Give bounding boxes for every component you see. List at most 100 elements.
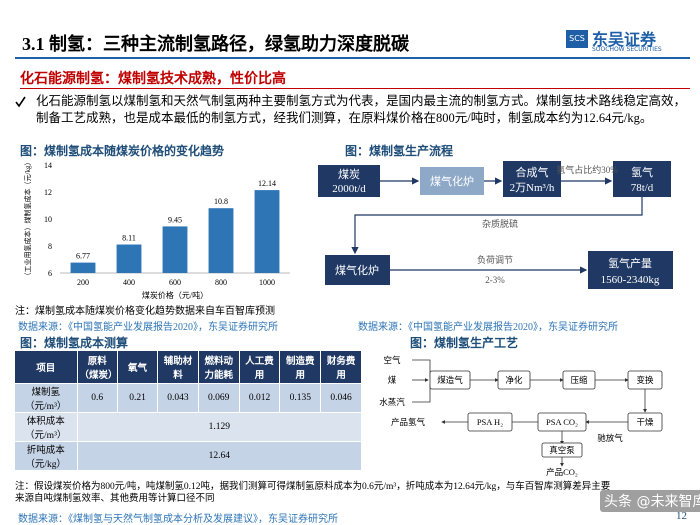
logo-sub: SOOCHOW SECURITIES bbox=[592, 46, 662, 53]
x-tick-label: 800 bbox=[215, 278, 227, 287]
table-note: 注：假设煤炭价格为800元/吨，吨煤制氢0.12吨，据我们测算可得煤制氢原料成本… bbox=[15, 482, 611, 504]
flow-node: 煤气化炉 bbox=[335, 263, 379, 277]
table-cell: 体积成本（元/m³） bbox=[14, 412, 78, 442]
process-box bbox=[541, 442, 583, 458]
process-node: PSA H₂ bbox=[477, 417, 503, 427]
flow-node: 2000t/d bbox=[332, 183, 366, 195]
table-header: 燃料动力能耗 bbox=[197, 350, 240, 384]
table-header: 氧气 bbox=[116, 350, 159, 384]
process-box bbox=[627, 412, 663, 432]
flow-label: 杂质脱硫 bbox=[482, 218, 518, 229]
bullet-text: 化石能源制氢以煤制氢和天然气制氢两种主要制氢方式为代表，是国内最主流的制氢方式。… bbox=[36, 94, 687, 125]
process-node: 驰放气 bbox=[597, 433, 623, 443]
header-rule bbox=[15, 57, 690, 59]
bar bbox=[70, 262, 96, 273]
bar bbox=[162, 226, 188, 273]
chart: 6 8 10 12 14 （工业用氢成本）煤制氢成本（元/kg） 煤炭价格（元/吨） 200 6… bbox=[23, 159, 290, 300]
process-node: 水蒸汽 bbox=[379, 397, 405, 407]
data-label: 10.8 bbox=[214, 197, 228, 206]
flow-node: 煤炭 bbox=[338, 168, 360, 181]
figure-title: 图：煤制氢生产工艺 bbox=[410, 336, 519, 350]
x-tick-label: 600 bbox=[169, 278, 181, 287]
data-label: 12.14 bbox=[258, 179, 276, 188]
table-header: 辅助材料 bbox=[157, 350, 199, 384]
process-node: PSA CO₂ bbox=[546, 417, 578, 427]
logo-mark: SCS bbox=[566, 30, 588, 48]
table-header: 财务费用 bbox=[320, 350, 362, 384]
cost-table: 项目 原料（煤炭） 氧气 辅助材料 燃料动力能耗 人工费用 制造费用 财务费用 煤制氢（元/m³… bbox=[14, 350, 362, 471]
process-node: 压缩 bbox=[570, 375, 588, 385]
figure-title: 图：煤制氢成本测算 bbox=[20, 336, 129, 350]
figure-title: 图：煤制氢生产流程 bbox=[345, 144, 454, 158]
chart-note: 注：煤制氢成本随煤炭价格变化趋势数据来自车百智库预测 bbox=[15, 306, 275, 317]
source: 数据来源：《中国氢能产业发展报告2020》，东吴证券研究所 bbox=[358, 322, 618, 333]
y-tick-label: 14 bbox=[44, 161, 52, 170]
x-tick-label: 1000 bbox=[259, 278, 275, 287]
flow-node: 煤气化炉 bbox=[430, 174, 474, 188]
process-box bbox=[467, 412, 513, 432]
table-row: 煤制氢（元/m³） 0.6 0.21 0.043 0.069 0.012 0.135 0.04… bbox=[14, 383, 362, 413]
y-tick-label: 8 bbox=[48, 242, 52, 251]
flow-node: 氢气产量 bbox=[608, 256, 652, 270]
y-tick-label: 10 bbox=[44, 215, 52, 224]
process-box bbox=[562, 370, 596, 390]
bar bbox=[208, 208, 234, 273]
process-node: 空气 bbox=[383, 355, 401, 365]
check-icon bbox=[15, 96, 26, 108]
table-cell: 0.21 bbox=[116, 383, 159, 413]
process-node: 净化 bbox=[505, 375, 523, 385]
flow-node: 氢气 bbox=[631, 165, 653, 179]
y-axis-label: （工业用氢成本）煤制氢成本（元/kg） bbox=[23, 159, 32, 280]
table-cell: 1.129 bbox=[76, 412, 362, 442]
table-header: 制造费用 bbox=[279, 350, 322, 384]
source: 数据来源：《中国氢能产业发展报告2020》，东吴证券研究所 bbox=[18, 322, 278, 333]
process-box bbox=[497, 370, 531, 390]
bar bbox=[116, 244, 142, 273]
process-node: 产品氢气 bbox=[391, 417, 426, 427]
page-title: 3.1 制氢：三种主流制氢路径，绿氢助力深度脱碳 bbox=[22, 34, 409, 54]
flow-node: 2万Nm³/h bbox=[510, 182, 555, 194]
table-header: 人工费用 bbox=[238, 350, 281, 384]
process-box bbox=[537, 412, 587, 432]
section-heading: 化石能源制氢：煤制氢技术成熟，性价比高 bbox=[20, 68, 690, 89]
table-cell: 0.012 bbox=[238, 383, 281, 413]
table-cell: 0.043 bbox=[157, 383, 199, 413]
process-node: 真空泵 bbox=[549, 445, 575, 455]
data-label: 6.77 bbox=[76, 252, 90, 261]
process-node: 煤 bbox=[388, 375, 397, 385]
logo: 东吴证券 bbox=[592, 32, 657, 49]
table-cell: 0.069 bbox=[197, 383, 240, 413]
table-cell: 0.135 bbox=[279, 383, 322, 413]
table-cell: 0.6 bbox=[76, 383, 118, 413]
process-node: 产品CO₂ bbox=[546, 467, 578, 477]
table-header: 项目 bbox=[14, 350, 78, 384]
table-cell: 折吨成本（元/kg） bbox=[14, 441, 78, 471]
process-node: 变换 bbox=[636, 375, 654, 385]
figure-title: 图：煤制氢成本随煤炭价格的变化趋势 bbox=[20, 144, 225, 158]
process-box bbox=[429, 370, 471, 390]
source: 数据来源：《煤制氢与天然气制氢成本分析及发展建议》，东吴证券研究所 bbox=[18, 514, 338, 525]
watermark: 头条 @未来智库 bbox=[600, 490, 700, 512]
process-node: 干燥 bbox=[636, 417, 654, 427]
x-tick-label: 200 bbox=[77, 278, 89, 287]
data-label: 9.45 bbox=[168, 215, 182, 224]
x-tick-label: 400 bbox=[123, 278, 135, 287]
process-box bbox=[627, 370, 663, 390]
bar bbox=[254, 190, 280, 273]
flow-node: 78t/d bbox=[631, 182, 654, 194]
flow-node: 1560-2340kg bbox=[601, 274, 660, 286]
y-tick-label: 6 bbox=[48, 269, 52, 278]
page-number: 12 bbox=[676, 510, 687, 522]
y-tick-label: 12 bbox=[44, 188, 52, 197]
table-row: 项目 原料（煤炭） 氧气 辅助材料 燃料动力能耗 人工费用 制造费用 财务费用 bbox=[14, 350, 362, 384]
flow-label: 负荷调节 bbox=[477, 254, 513, 265]
table-row: 体积成本（元/m³） 1.129 bbox=[14, 412, 362, 442]
table-cell: 12.64 bbox=[76, 441, 362, 471]
table-header: 原料（煤炭） bbox=[76, 350, 118, 384]
flow-diagram: 煤炭 2000t/d 煤气化炉 合成气 2万Nm³/h 氢气 78t/d 煤气化炉 氢… bbox=[318, 161, 673, 289]
process-node: 煤造气 bbox=[437, 375, 463, 385]
data-label: 8.11 bbox=[122, 234, 136, 243]
flow-label: 2-3% bbox=[485, 275, 505, 285]
